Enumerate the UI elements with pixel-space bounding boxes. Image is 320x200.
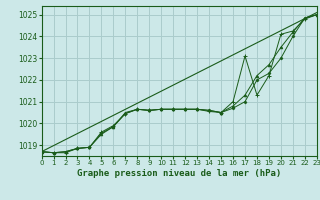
X-axis label: Graphe pression niveau de la mer (hPa): Graphe pression niveau de la mer (hPa) xyxy=(77,169,281,178)
